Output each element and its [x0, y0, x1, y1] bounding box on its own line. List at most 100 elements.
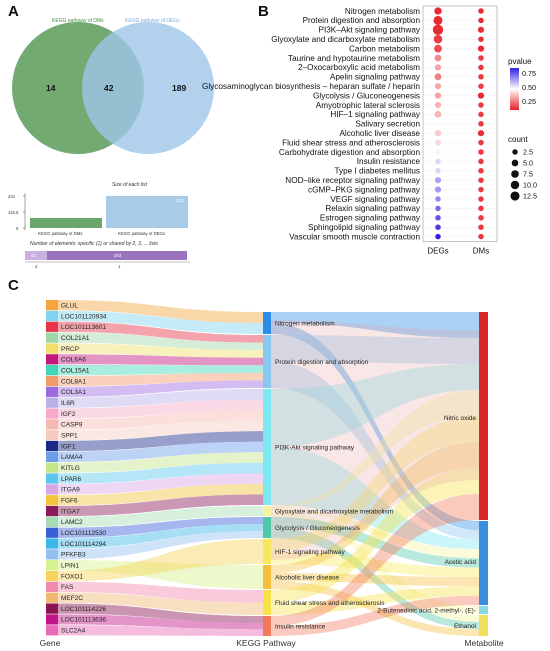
pathway-node-label: Glyoxylate and dicarboxylate metabolism [275, 508, 393, 515]
gene-label: LOC101114294 [61, 541, 106, 548]
upset-bar-degs-label: KEGG pathway of DEGs [118, 231, 165, 236]
pathway-node-label: Protein digestion and absorption [275, 359, 369, 366]
metabolite-node [479, 521, 488, 605]
count-tick: 7.5 [523, 170, 533, 179]
gene-label: COL3A1 [61, 389, 86, 396]
pathway-label: Salivary secretion [355, 120, 420, 129]
pathway-node [263, 335, 271, 388]
pathway-node [263, 517, 271, 538]
sankey-flow [271, 551, 479, 577]
gene-node [46, 430, 58, 441]
sankey-flow [271, 527, 479, 629]
pathway-node [263, 539, 271, 564]
sankey-flow [58, 343, 263, 358]
pathway-label: Apelin signaling pathway [330, 73, 421, 82]
dot-point [434, 73, 442, 81]
pathway-label: NOD–like receptor signaling pathway [285, 176, 421, 185]
pathway-label: Glyoxylate and dicarboxylate metabolism [271, 35, 420, 44]
panel-b-letter: B [258, 3, 269, 20]
upset-bar-dms-value: 56 [92, 212, 97, 217]
sankey-flow [58, 539, 263, 582]
sankey-diagram: GLUL LOC101120934 LOC101113601 COL21A1 PRCP C… [40, 300, 504, 648]
dot-point [434, 177, 442, 184]
sankey-flow [58, 524, 263, 549]
upset-tick-mid: 115.5 [8, 210, 19, 215]
pathway-label: Vascular smooth muscle contraction [289, 232, 420, 241]
gene-label: LOC101113636 [61, 617, 106, 624]
gene-node [46, 354, 58, 365]
count-legend-title: count [508, 135, 528, 144]
gene-label: COL6A6 [61, 357, 86, 364]
sankey-flow [58, 592, 263, 615]
sankey-flow [271, 361, 479, 540]
sankey-flow [58, 431, 263, 452]
pathway-label: Alcoholic liver disease [339, 129, 420, 138]
axis-title-kegg: KEGG Pathway [236, 638, 296, 648]
dot-point [435, 215, 441, 221]
upset-tick-zero: 0 [16, 226, 19, 231]
gene-label: GLUL [61, 302, 78, 309]
dot-point [478, 186, 484, 193]
gene-node [46, 310, 58, 322]
sankey-flow [58, 506, 263, 528]
pathway-label: Protein digestion and absorption [303, 16, 421, 25]
sankey-flow [58, 625, 263, 636]
gene-label: LAMC2 [61, 519, 83, 526]
pathway-label: Fluid shear stress and atherosclerosis [282, 138, 420, 147]
gene-label: ITGA9 [61, 487, 80, 494]
upset-bar-degs [106, 196, 188, 228]
gene-node [46, 560, 58, 571]
sankey-flow [271, 511, 479, 614]
gene-label: KITLG [61, 465, 80, 472]
sankey-flow [271, 320, 479, 560]
sankey-flows [58, 300, 479, 636]
count-legend-dot [511, 159, 519, 167]
gene-label: CASP9 [61, 422, 83, 429]
upset-seg-shared-value: 42 [31, 253, 36, 258]
count-tick: 5.0 [523, 159, 533, 168]
metabolite-label: 2-Butenedioic acid, 2-methyl-, (E)- [377, 607, 476, 614]
pathway-label: Glycosaminoglycan biosynthesis – heparan… [202, 82, 420, 91]
panel-a-letter: A [8, 3, 19, 20]
sankey-flow [58, 603, 263, 623]
count-legend-dot [510, 180, 520, 190]
sankey-flow [271, 581, 479, 636]
sankey-flow [271, 442, 479, 573]
pvalue-legend-title: pvalue [508, 57, 532, 66]
dot-point [477, 92, 485, 99]
upset-seg-specific [47, 251, 187, 260]
pathway-label: PI3K–Akt signaling pathway [319, 26, 421, 35]
sankey-flow [58, 614, 263, 630]
gene-label: LPAR6 [61, 476, 81, 483]
gene-label: COL21A1 [61, 335, 90, 342]
dot-point [435, 168, 441, 174]
count-tick: 12.5 [523, 192, 537, 201]
upset-plot: Size of each list 231 115.5 0 56 231 KEG… [8, 182, 190, 269]
sankey-flow [271, 586, 479, 615]
gene-label: SPP1 [61, 432, 78, 439]
pathway-label: Amyotrophic lateral sclerosis [316, 101, 420, 110]
dot-point [434, 92, 442, 99]
pathway-label: HIF–1 signaling pathway [330, 110, 421, 119]
pvalue-tick: 0.25 [522, 97, 536, 106]
dot-point [477, 130, 485, 137]
sankey-flow [271, 312, 479, 338]
sankey-flow [58, 452, 263, 473]
sankey-flow [58, 410, 263, 430]
dot-point [435, 196, 441, 202]
dot-point [478, 102, 484, 108]
venn-left-label: KEGG pathway of DMs [52, 18, 104, 24]
gene-label: LPIN1 [61, 563, 79, 570]
metabolite-node [479, 606, 488, 614]
panel-c-letter: C [8, 277, 19, 294]
sankey-flow [271, 573, 479, 587]
dot-point [478, 233, 484, 240]
sankey-flow [58, 372, 263, 387]
sankey-flow [58, 462, 263, 484]
sankey-flow [58, 581, 263, 603]
sankey-flow [271, 513, 479, 622]
metabolite-label: Ethanol [454, 623, 477, 630]
dot-point [478, 17, 484, 24]
gene-label: LOC101113601 [61, 324, 106, 331]
